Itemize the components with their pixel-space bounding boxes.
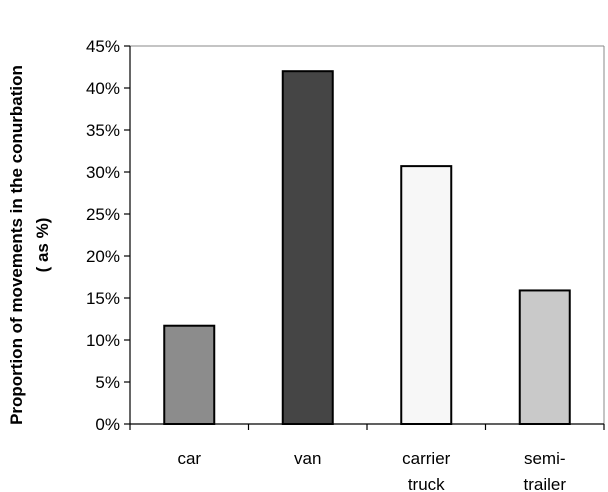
y-tick-label: 0% [95, 415, 120, 434]
bar-carrier-truck [400, 165, 453, 425]
bar-semi-trailer [518, 289, 571, 425]
x-category-label: carrier [402, 449, 451, 468]
y-tick-label: 30% [86, 163, 120, 182]
y-tick-label: 20% [86, 247, 120, 266]
y-tick-label: 15% [86, 289, 120, 308]
x-category-label: van [294, 449, 321, 468]
x-category-label: truck [408, 475, 445, 492]
plot-frame [130, 45, 605, 424]
y-tick-label: 10% [86, 331, 120, 350]
y-ticks: 0% 5% 10% 15% 20% 25% 30% 35% 40% 45% [86, 37, 130, 434]
x-labels: car van carrier truck semi-trailer [177, 449, 566, 492]
bar-car [163, 324, 216, 425]
x-category-label: semi- [524, 449, 566, 468]
x-category-label: trailer [523, 475, 566, 492]
y-axis-title-line: Proportion of movements in the conurbati… [7, 65, 26, 425]
y-tick-label: 35% [86, 121, 120, 140]
y-tick-label: 45% [86, 37, 120, 56]
bars [163, 70, 571, 425]
y-tick-label: 25% [86, 205, 120, 224]
y-axis-title: Proportion of movements in the conurbati… [7, 65, 52, 425]
y-tick-label: 40% [86, 79, 120, 98]
y-axis-title-line: ( as %) [33, 218, 52, 273]
x-ticks [129, 424, 605, 430]
x-category-label: car [177, 449, 201, 468]
bar-van [281, 70, 334, 425]
y-tick-label: 5% [95, 373, 120, 392]
